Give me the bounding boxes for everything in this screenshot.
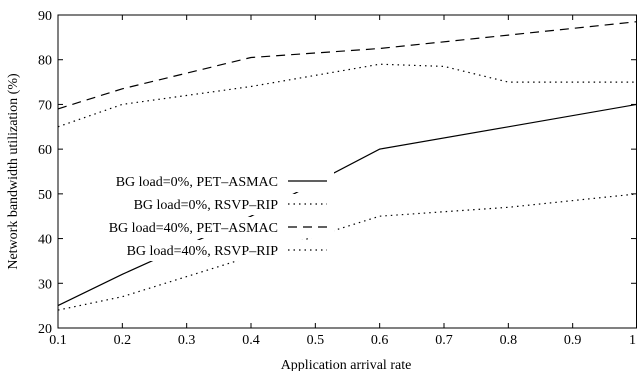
legend-label-4: BG load=40%, RSVP–RIP [127, 244, 279, 259]
y-tick-label: 50 [38, 188, 52, 203]
x-tick-label: 0.8 [500, 333, 518, 348]
y-tick-label: 70 [38, 98, 52, 113]
legend-backdrop [76, 217, 334, 238]
x-tick-label: 0.1 [49, 333, 67, 348]
y-tick-label: 80 [38, 54, 52, 69]
x-tick-label: 0.9 [564, 333, 582, 348]
legend: BG load=0%, PET–ASMAC BG load=0%, RSVP–RI… [76, 171, 334, 261]
x-tick-label: 0.6 [371, 333, 389, 348]
series-layer [57, 21, 637, 311]
x-tick-label: 1 [629, 333, 636, 348]
x-axis-label: Application arrival rate [281, 358, 412, 371]
series-line-3 [57, 21, 637, 110]
y-tick-label: 20 [38, 322, 52, 337]
y-tick-label: 40 [38, 233, 52, 248]
x-tick-label: 0.2 [114, 333, 132, 348]
y-axis-label-group: Network bandwidth utilization (%) [6, 73, 21, 270]
legend-backdrop [76, 240, 334, 261]
y-tick-label: 90 [38, 9, 52, 24]
series-line-4 [57, 63, 637, 128]
y-tick-label: 30 [38, 277, 52, 292]
tick-layer: 0.1 0.2 0.3 0.4 0.5 0.6 0.7 0.8 0.9 1 20 30 40 50 60 70… [38, 9, 637, 348]
legend-backdrop [76, 194, 334, 215]
legend-backdrop [76, 171, 334, 192]
legend-label-3: BG load=40%, PET–ASMAC [109, 221, 278, 236]
y-tick-label: 60 [38, 143, 52, 158]
legend-label-1: BG load=0%, PET–ASMAC [116, 175, 278, 190]
x-tick-label: 0.3 [178, 333, 196, 348]
y-axis-label: Network bandwidth utilization (%) [6, 73, 21, 270]
x-tick-label: 0.4 [242, 333, 260, 348]
x-tick-label: 0.7 [435, 333, 453, 348]
x-tick-label: 0.5 [307, 333, 325, 348]
legend-label-2: BG load=0%, RSVP–RIP [134, 198, 279, 213]
